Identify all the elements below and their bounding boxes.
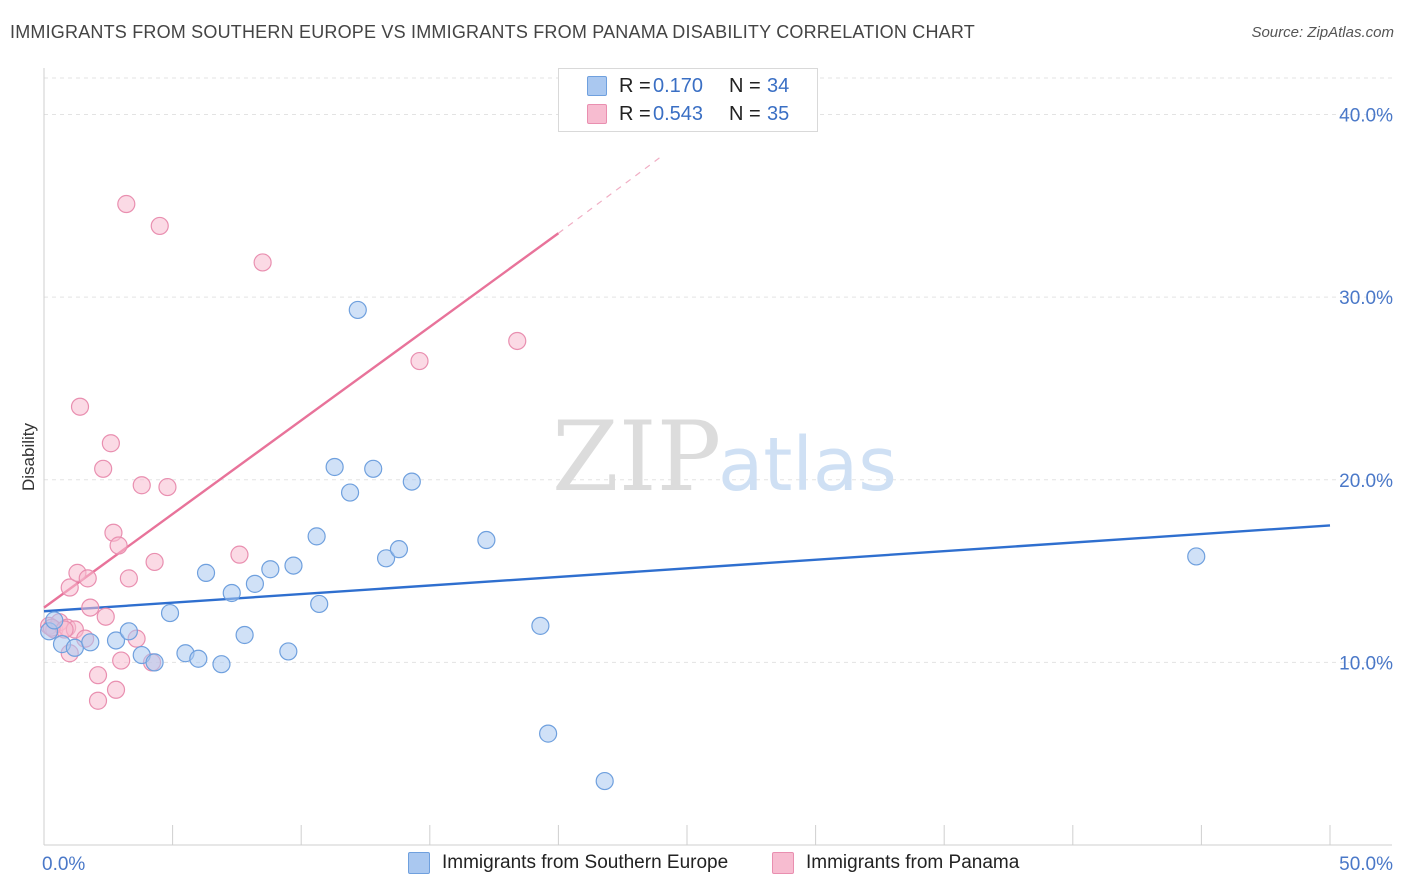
series-legend-southern-europe[interactable]: Immigrants from Southern Europe (408, 852, 728, 874)
point-southern-europe (235, 625, 254, 645)
point-southern-europe (595, 771, 614, 791)
point-panama (253, 253, 272, 272)
point-southern-europe (1187, 547, 1206, 566)
legend-n-value: 35 (767, 102, 790, 125)
point-southern-europe (145, 653, 164, 672)
legend-n-label: N = (729, 74, 761, 97)
legend-r-value: 0.543 (653, 102, 704, 125)
point-southern-europe (261, 560, 280, 579)
point-panama (150, 216, 169, 236)
point-panama (119, 569, 138, 588)
series-legend-label: Immigrants from Panama (806, 852, 1020, 873)
y-tick-label: 30.0% (1339, 288, 1393, 309)
tick-labels: 10.0% 20.0% 30.0% 40.0% 0.0% 50.0% (42, 106, 1393, 875)
trend-lines (43, 156, 1331, 613)
legend-swatch-blue (587, 76, 607, 96)
point-panama (230, 545, 249, 564)
point-panama (101, 434, 120, 453)
point-panama (132, 476, 151, 495)
x-tick-label: 50.0% (1339, 854, 1393, 875)
point-panama (81, 598, 100, 617)
trend-line-0 (43, 524, 1331, 613)
point-southern-europe (364, 459, 383, 478)
point-southern-europe (389, 540, 409, 559)
point-southern-europe (531, 616, 550, 635)
point-southern-europe (340, 483, 360, 502)
point-southern-europe (65, 638, 84, 657)
point-panama (410, 351, 429, 371)
watermark-zip: ZIP (552, 401, 721, 513)
point-panama (88, 691, 108, 710)
y-tick-label: 40.0% (1339, 106, 1393, 127)
point-panama (145, 552, 164, 572)
point-southern-europe (310, 594, 329, 614)
legend-n-label: N = (729, 102, 761, 125)
point-southern-europe (402, 472, 421, 491)
point-panama (78, 569, 97, 588)
point-southern-europe (325, 457, 344, 477)
x-tick-label: 0.0% (42, 854, 85, 875)
legend-n-value: 34 (767, 74, 790, 97)
legend-swatch-pink (587, 104, 607, 124)
legend-r-label: R = (619, 74, 651, 97)
trend-line-extension-1 (558, 156, 662, 234)
point-panama (158, 477, 177, 497)
point-panama (94, 459, 113, 478)
legend-row-southern-europe: R = 0.170 N = 34 (587, 73, 789, 99)
y-tick-label: 20.0% (1339, 471, 1393, 492)
series-swatch-pink (772, 852, 794, 874)
trend-line-1 (43, 232, 560, 609)
point-southern-europe (81, 633, 100, 652)
series-legend-label: Immigrants from Southern Europe (442, 852, 729, 873)
point-southern-europe (196, 563, 216, 582)
source-label: Source: ZipAtlas.com (1251, 24, 1394, 41)
legend-r-label: R = (619, 102, 651, 125)
chart-title: IMMIGRANTS FROM SOUTHERN EUROPE VS IMMIG… (10, 22, 975, 42)
point-panama (109, 536, 128, 555)
point-panama (96, 607, 115, 626)
stats-legend: R = 0.170 N = 34 R = 0.543 N = 35 (558, 68, 818, 132)
point-southern-europe (245, 574, 265, 593)
point-southern-europe (348, 300, 367, 320)
legend-r-value: 0.170 (653, 74, 704, 97)
point-southern-europe (284, 556, 303, 575)
legend-row-panama: R = 0.543 N = 35 (587, 101, 789, 127)
watermark-atlas: atlas (718, 422, 897, 508)
watermark: ZIP atlas (552, 401, 897, 513)
point-southern-europe (222, 583, 241, 603)
point-panama (70, 397, 90, 416)
series-legend-panama[interactable]: Immigrants from Panama (772, 852, 1019, 874)
point-panama (88, 666, 108, 685)
axes (43, 68, 1392, 846)
point-southern-europe (45, 611, 64, 630)
series-legend: Immigrants from Southern Europe Immigran… (0, 852, 1406, 878)
point-southern-europe (307, 527, 326, 546)
data-points (40, 194, 1206, 791)
point-southern-europe (477, 530, 496, 550)
point-panama (112, 651, 131, 670)
point-panama (60, 578, 79, 597)
point-southern-europe (279, 642, 298, 661)
grid-lines (44, 77, 1392, 663)
point-southern-europe (160, 603, 180, 623)
point-southern-europe (376, 549, 396, 568)
point-southern-europe (189, 649, 208, 668)
point-panama (106, 680, 126, 699)
point-panama (117, 194, 136, 214)
series-swatch-blue (408, 852, 430, 874)
y-tick-label: 10.0% (1339, 653, 1393, 674)
point-southern-europe (212, 655, 231, 674)
point-southern-europe (106, 631, 126, 650)
y-axis-label: Disability (19, 422, 38, 491)
point-panama (508, 331, 527, 351)
point-southern-europe (539, 724, 558, 743)
point-southern-europe (119, 622, 138, 641)
